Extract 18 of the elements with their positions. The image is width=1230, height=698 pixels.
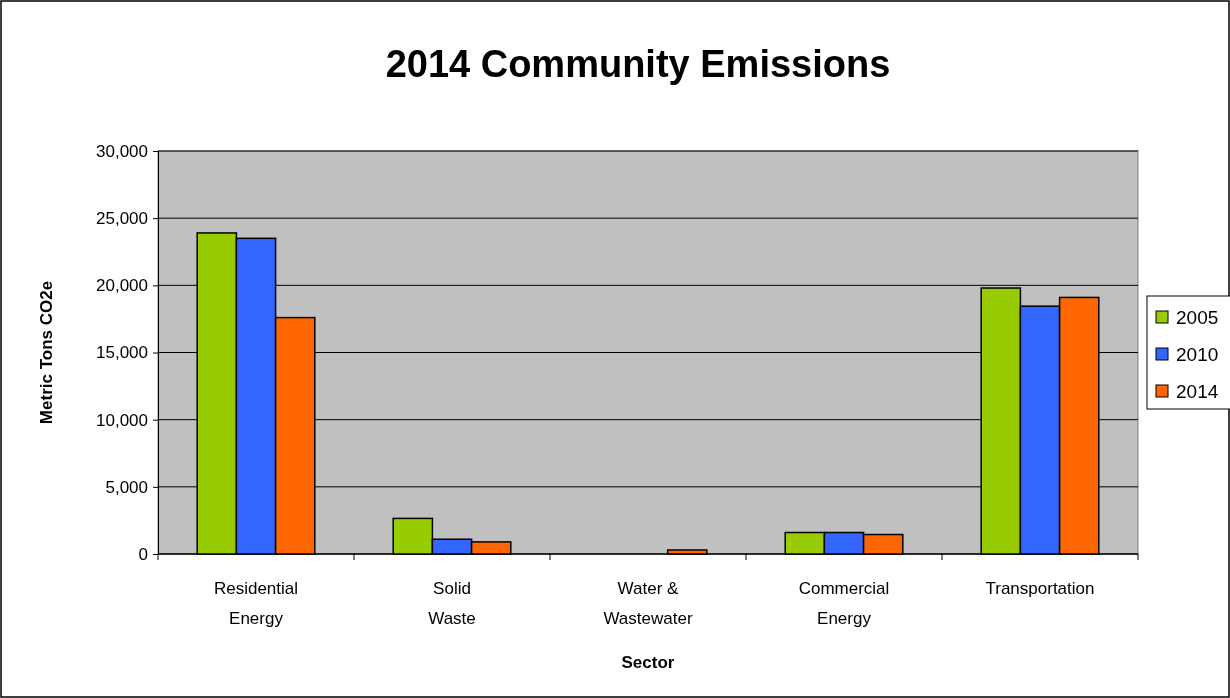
x-tick-label: Solid Waste (428, 579, 476, 628)
y-axis-title: Metric Tons CO2e (37, 280, 56, 425)
x-tick-label: Residential Energy (213, 579, 299, 628)
legend-label: 2005 (1176, 307, 1219, 328)
y-tick-label: 25,000 (96, 209, 148, 229)
y-tick-label: 5,000 (105, 477, 148, 497)
x-tick-label: Water & Wastewater (603, 579, 693, 628)
chart-title: 2014 Community Emissions (385, 43, 891, 85)
x-axis-title: Sector (621, 653, 675, 672)
y-tick-label: 20,000 (96, 276, 148, 296)
legend-label: 2014 (1176, 381, 1219, 402)
y-tick-label: 30,000 (96, 141, 148, 161)
x-tick-label: Commercial Energy (798, 579, 890, 628)
y-tick-label: 10,000 (96, 410, 148, 430)
y-tick-label: 15,000 (96, 343, 148, 363)
x-tick-label: Transportation (985, 579, 1095, 598)
legend-label: 2010 (1176, 344, 1219, 365)
y-tick-label: 0 (138, 544, 148, 564)
